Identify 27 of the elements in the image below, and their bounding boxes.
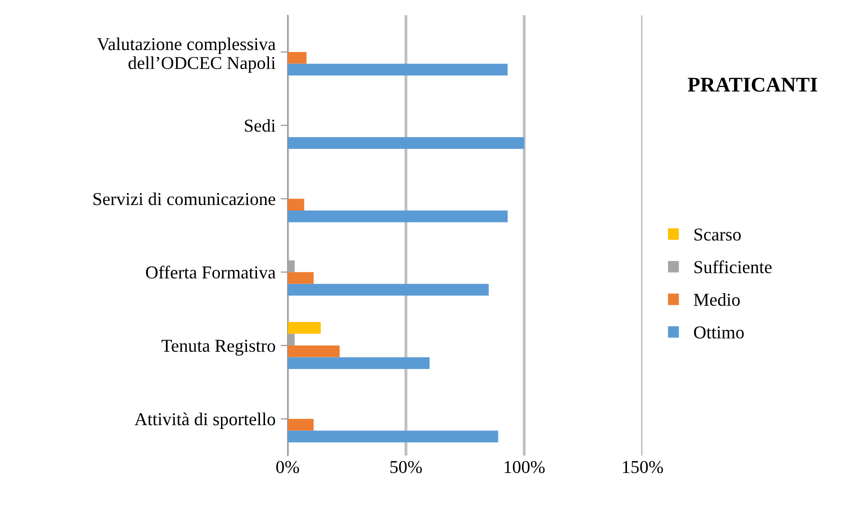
bar	[288, 418, 314, 431]
bar	[288, 357, 430, 369]
bar	[288, 345, 340, 358]
y-tick-label: Servizi di comunicazione	[94, 192, 276, 206]
bar	[288, 198, 304, 210]
text: PRATICANTI	[688, 78, 818, 92]
y-tick-label: Attività di sportello	[134, 412, 276, 429]
bar	[288, 64, 508, 76]
bar	[288, 210, 508, 222]
bar	[288, 52, 307, 64]
legend-label: Ottimo	[694, 326, 744, 338]
y-tick-label: Sedi	[244, 119, 276, 132]
x-tick-label: 100%	[504, 460, 545, 474]
bar	[288, 272, 314, 284]
x-tick-label: 50%	[390, 460, 422, 474]
legend-label: Medio	[694, 293, 740, 306]
y-tick-label: Tenuta Registro	[162, 340, 276, 356]
x-tick-label: 0%	[276, 460, 300, 474]
bar	[288, 322, 321, 334]
y-tick-label: Valutazione complessiva dell’ODCEC Napoli	[97, 38, 276, 73]
legend-label: Sufficiente	[694, 260, 772, 274]
bar	[288, 430, 498, 442]
x-tick-label: 150%	[623, 460, 663, 474]
legend-label: Scarso	[694, 228, 741, 241]
y-tick-label: Offerta Formativa	[146, 266, 276, 279]
bar	[288, 284, 489, 296]
bar	[288, 137, 524, 149]
